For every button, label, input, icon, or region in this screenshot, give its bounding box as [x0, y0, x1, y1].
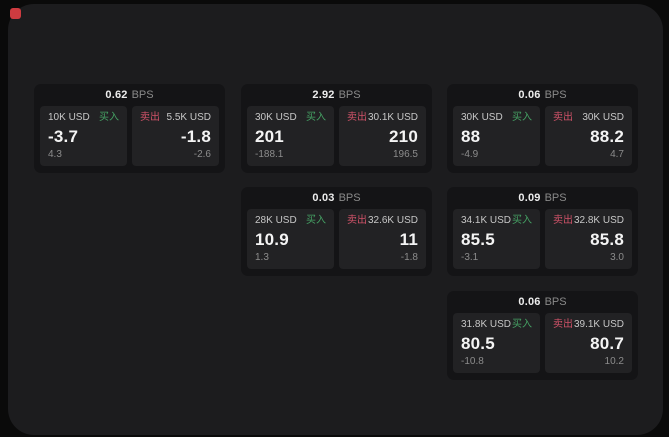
record-indicator-icon[interactable]: [10, 8, 21, 19]
buy-delta: 4.3: [48, 149, 62, 160]
buy-delta: -188.1: [255, 149, 284, 160]
buy-amount: 30K USD: [255, 112, 297, 123]
buy-panel[interactable]: 31.8K USD 买入 80.5 -10.8: [453, 313, 540, 373]
buy-delta: -3.1: [461, 252, 479, 263]
bps-unit-label: BPS: [544, 296, 567, 308]
sell-price: 11: [399, 229, 418, 249]
bps-unit-label: BPS: [338, 89, 361, 101]
card-header: 0.03 BPS: [241, 187, 432, 209]
sell-delta: -2.6: [193, 149, 211, 160]
sell-amount: 30.1K USD: [367, 112, 418, 123]
buy-delta: 1.3: [255, 252, 269, 263]
buy-amount: 30K USD: [461, 112, 503, 123]
sell-side-label: 卖出: [553, 112, 573, 123]
sell-amount: 30K USD: [582, 112, 624, 123]
sell-delta: 3.0: [610, 252, 624, 263]
buy-side-label: 买入: [512, 319, 532, 330]
bps-unit-label: BPS: [544, 89, 567, 101]
buy-side-label: 买入: [512, 215, 532, 226]
quote-card: 0.09 BPS 34.1K USD 买入 85.5 -3.1 卖出 32.8K…: [447, 187, 638, 276]
bps-value: 0.06: [518, 296, 541, 308]
sell-amount: 5.5K USD: [166, 112, 211, 123]
buy-panel[interactable]: 10K USD 买入 -3.7 4.3: [40, 106, 127, 166]
buy-amount: 31.8K USD: [461, 319, 512, 330]
sell-panel[interactable]: 卖出 30K USD 88.2 4.7: [545, 106, 632, 166]
buy-amount: 28K USD: [255, 215, 297, 226]
quote-card: 0.06 BPS 30K USD 买入 88 -4.9 卖出 30K USD 8…: [447, 84, 638, 173]
bps-value: 2.92: [312, 89, 335, 101]
buy-side-label: 买入: [306, 215, 326, 226]
sell-amount: 32.8K USD: [573, 215, 624, 226]
buy-panel[interactable]: 28K USD 买入 10.9 1.3: [247, 209, 334, 269]
bps-value: 0.09: [518, 192, 541, 204]
quote-card: 0.03 BPS 28K USD 买入 10.9 1.3 卖出 32.6K US…: [241, 187, 432, 276]
quote-card: 2.92 BPS 30K USD 买入 201 -188.1 卖出 30.1K …: [241, 84, 432, 173]
sell-price: 210: [389, 126, 418, 146]
buy-price: 88: [461, 126, 481, 146]
sell-amount: 39.1K USD: [573, 319, 624, 330]
sell-side-label: 卖出: [553, 319, 573, 330]
bps-value: 0.06: [518, 89, 541, 101]
bps-unit-label: BPS: [544, 192, 567, 204]
buy-delta: -4.9: [461, 149, 479, 160]
sell-price: -1.8: [180, 126, 211, 146]
buy-panel[interactable]: 30K USD 买入 201 -188.1: [247, 106, 334, 166]
quote-card: 0.06 BPS 31.8K USD 买入 80.5 -10.8 卖出 39.1…: [447, 291, 638, 380]
buy-price: 201: [255, 126, 284, 146]
buy-price: -3.7: [48, 126, 79, 146]
sell-delta: -1.8: [400, 252, 418, 263]
buy-side-label: 买入: [306, 112, 326, 123]
sell-price: 80.7: [590, 333, 624, 353]
card-header: 2.92 BPS: [241, 84, 432, 106]
sell-price: 88.2: [590, 126, 624, 146]
sell-side-label: 卖出: [140, 112, 160, 123]
buy-price: 80.5: [461, 333, 495, 353]
bps-value: 0.03: [312, 192, 335, 204]
sell-side-label: 卖出: [347, 112, 367, 123]
card-header: 0.09 BPS: [447, 187, 638, 209]
buy-panel[interactable]: 30K USD 买入 88 -4.9: [453, 106, 540, 166]
buy-panel[interactable]: 34.1K USD 买入 85.5 -3.1: [453, 209, 540, 269]
sell-price: 85.8: [590, 229, 624, 249]
card-header: 0.62 BPS: [34, 84, 225, 106]
sell-delta: 4.7: [610, 149, 624, 160]
sell-side-label: 卖出: [347, 215, 367, 226]
sell-panel[interactable]: 卖出 32.6K USD 11 -1.8: [339, 209, 426, 269]
bps-value: 0.62: [105, 89, 128, 101]
card-header: 0.06 BPS: [447, 291, 638, 313]
bps-unit-label: BPS: [338, 192, 361, 204]
sell-side-label: 卖出: [553, 215, 573, 226]
bps-unit-label: BPS: [131, 89, 154, 101]
card-header: 0.06 BPS: [447, 84, 638, 106]
buy-amount: 10K USD: [48, 112, 90, 123]
buy-price: 85.5: [461, 229, 495, 249]
buy-amount: 34.1K USD: [461, 215, 512, 226]
buy-delta: -10.8: [461, 356, 484, 367]
sell-panel[interactable]: 卖出 5.5K USD -1.8 -2.6: [132, 106, 219, 166]
sell-panel[interactable]: 卖出 39.1K USD 80.7 10.2: [545, 313, 632, 373]
sell-panel[interactable]: 卖出 30.1K USD 210 196.5: [339, 106, 426, 166]
sell-panel[interactable]: 卖出 32.8K USD 85.8 3.0: [545, 209, 632, 269]
buy-side-label: 买入: [512, 112, 532, 123]
sell-delta: 10.2: [604, 356, 624, 367]
sell-delta: 196.5: [392, 149, 418, 160]
buy-price: 10.9: [255, 229, 289, 249]
quote-card: 0.62 BPS 10K USD 买入 -3.7 4.3 卖出 5.5K USD…: [34, 84, 225, 173]
buy-side-label: 买入: [99, 112, 119, 123]
sell-amount: 32.6K USD: [367, 215, 418, 226]
